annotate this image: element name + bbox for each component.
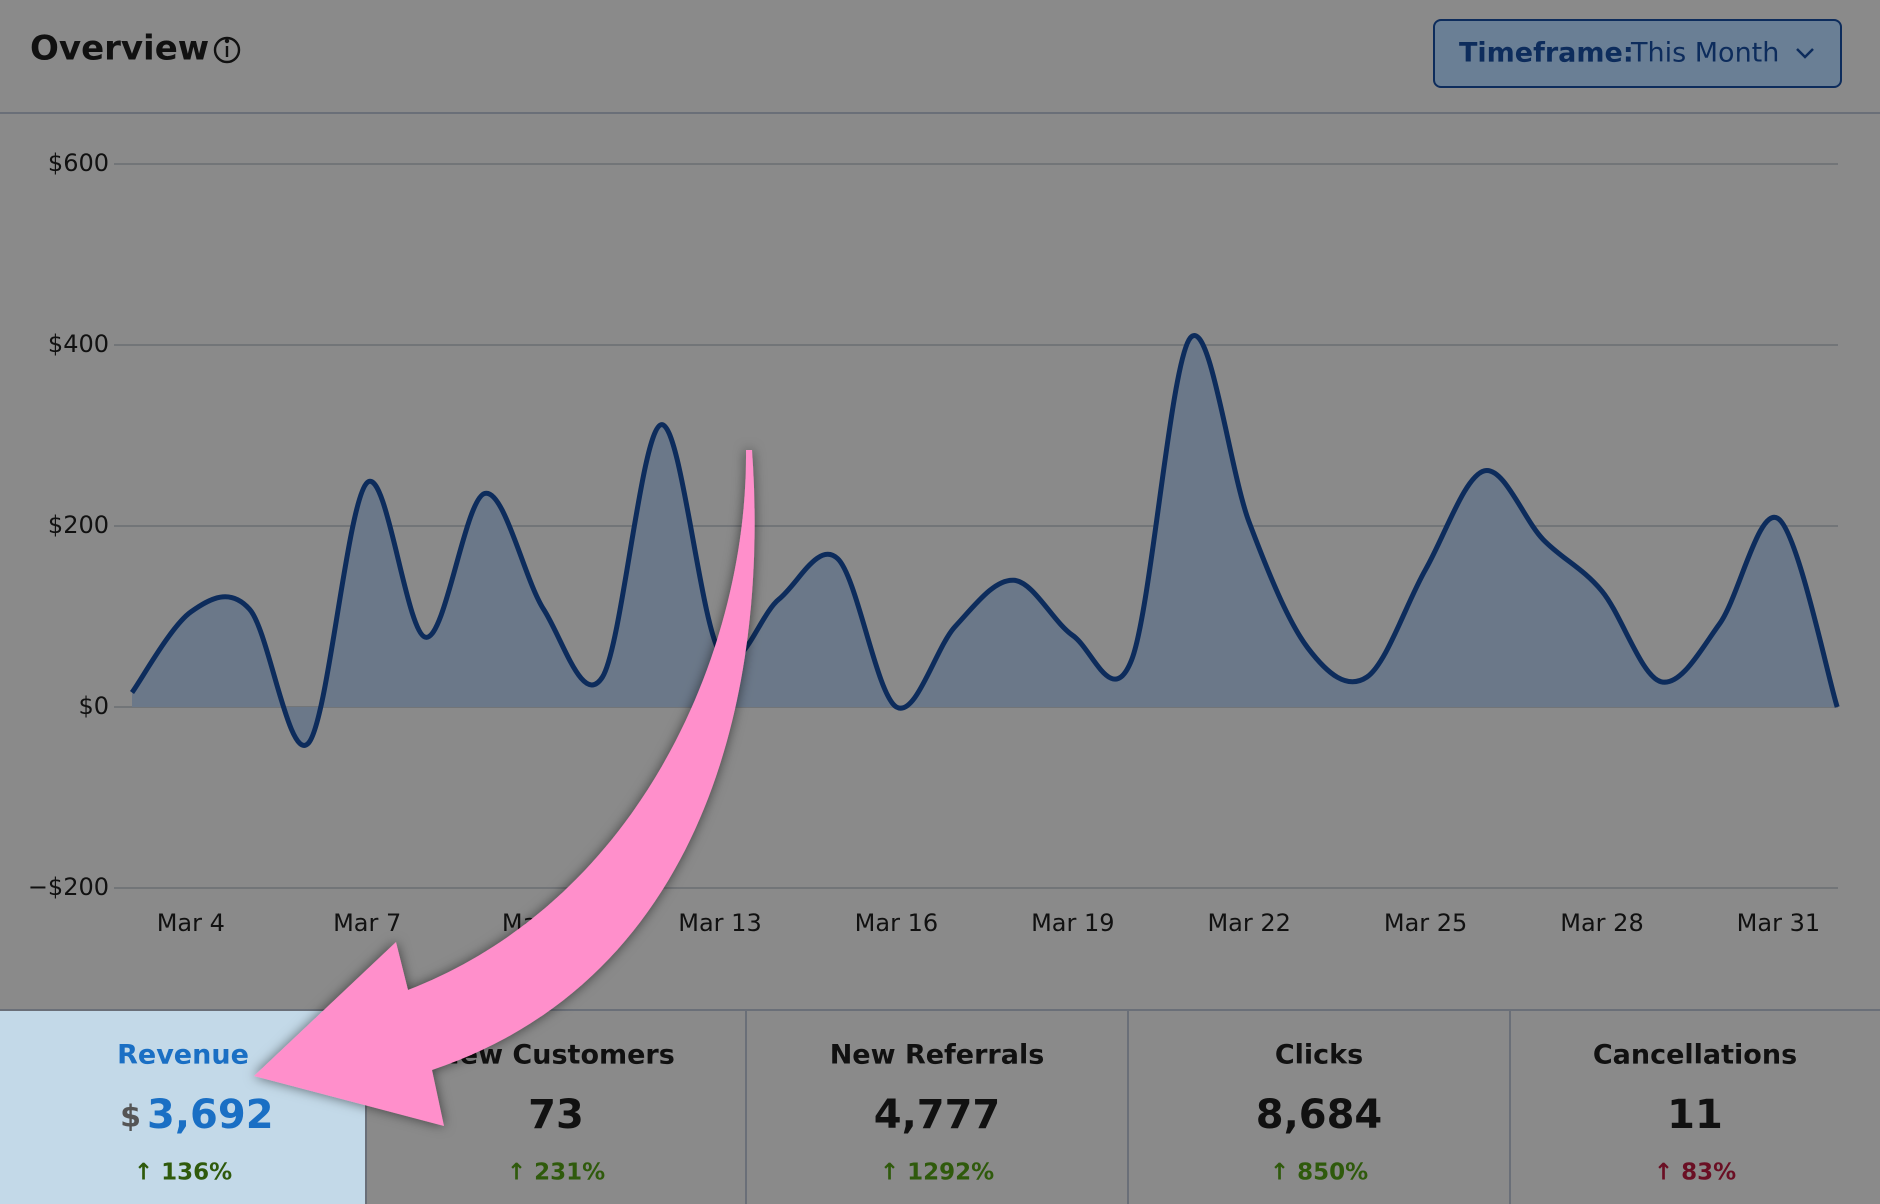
x-tick-label: Mar 28 bbox=[1560, 909, 1643, 937]
stat-change: ↑ 850% bbox=[1270, 1160, 1368, 1186]
line bbox=[129, 332, 1840, 748]
timeframe-value: This Month bbox=[1630, 38, 1779, 69]
x-tick-label: Mar 31 bbox=[1737, 909, 1820, 937]
y-tick-label: $0 bbox=[78, 692, 109, 720]
stat-change: ↑ 136% bbox=[134, 1160, 232, 1186]
y-tick-label: −$200 bbox=[28, 873, 109, 901]
stat-label: Cancellations bbox=[1593, 1040, 1797, 1071]
x-tick-label: Mar 25 bbox=[1384, 909, 1467, 937]
stat-value: 3,692 bbox=[147, 1092, 274, 1138]
stat-change: ↑ 1292% bbox=[880, 1160, 994, 1186]
stat-value: 73 bbox=[528, 1092, 584, 1138]
y-tick-label: $600 bbox=[48, 149, 109, 177]
stat-change: ↑ 83% bbox=[1654, 1160, 1736, 1186]
x-tick-label: Mar 4 bbox=[157, 909, 225, 937]
stat-prefix: $ bbox=[120, 1100, 141, 1135]
stat-value: 11 bbox=[1667, 1092, 1723, 1138]
x-tick-label: Mar 22 bbox=[1207, 909, 1290, 937]
page-title: Overview bbox=[30, 29, 209, 69]
stat-change: ↑ 231% bbox=[507, 1160, 605, 1186]
x-tick-label: Mar 16 bbox=[855, 909, 938, 937]
y-tick-label: $200 bbox=[48, 511, 109, 539]
timeframe-label: Timeframe: bbox=[1459, 38, 1634, 69]
timeframe-button[interactable]: Timeframe: This Month bbox=[1433, 19, 1842, 88]
x-tick-label: Mar 19 bbox=[1031, 909, 1114, 937]
x-tick-label: Mar 7 bbox=[333, 909, 401, 937]
pink-arrow bbox=[254, 450, 755, 1126]
stat-value: 4,777 bbox=[874, 1092, 1001, 1138]
stat-value: 8,684 bbox=[1256, 1092, 1383, 1138]
area bbox=[132, 335, 1838, 746]
x-tick-label: Mar 13 bbox=[678, 909, 761, 937]
y-tick-label: $400 bbox=[48, 330, 109, 358]
stat-label: Clicks bbox=[1275, 1040, 1363, 1071]
chevron bbox=[1796, 48, 1814, 59]
button-frame[interactable] bbox=[1433, 19, 1842, 88]
stat-label: New Referrals bbox=[830, 1040, 1045, 1071]
info-icon bbox=[213, 36, 241, 64]
stat-label: Revenue bbox=[117, 1040, 249, 1071]
